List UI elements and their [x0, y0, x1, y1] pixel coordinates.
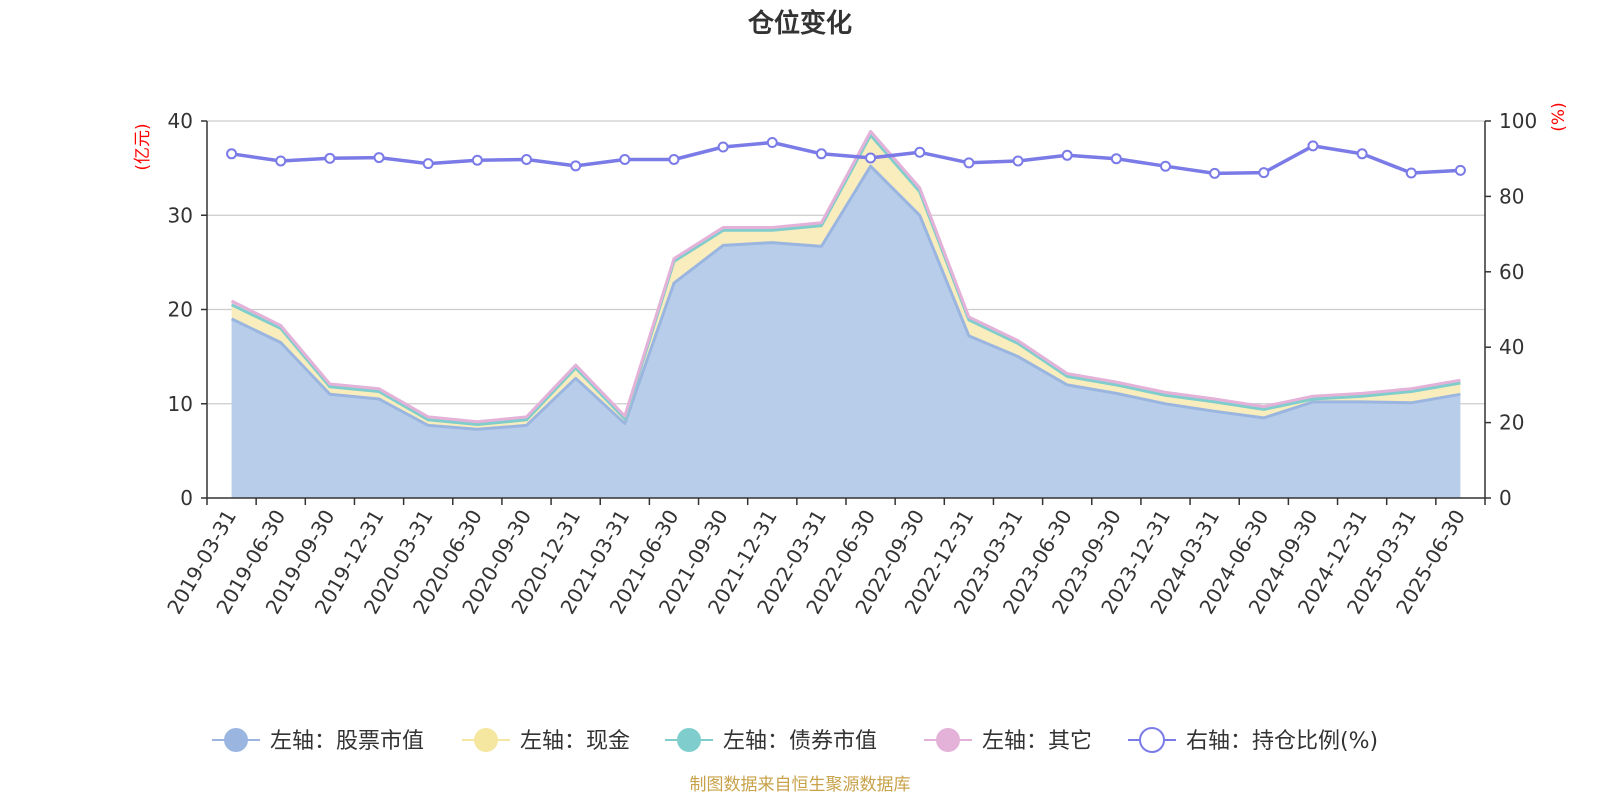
chart-title: 仓位变化: [747, 8, 852, 39]
right-tick-label: 0: [1499, 486, 1512, 510]
ratio-point: [1258, 167, 1270, 179]
ratio-point: [1061, 149, 1073, 161]
legend-marker-dot: [224, 728, 248, 752]
ratio-point: [275, 155, 287, 167]
ratio-point: [766, 136, 778, 148]
legend-label: 左轴：其它: [982, 729, 1092, 754]
ratio-point: [521, 153, 532, 165]
right-tick-label: 80: [1499, 184, 1524, 208]
area-edge-左轴：其它: [230, 129, 1461, 424]
legend-marker-dot: [936, 728, 960, 752]
ratio-point: [471, 154, 483, 166]
right-tick-label: 40: [1499, 335, 1524, 359]
right-axis-name: (%): [1549, 102, 1569, 131]
ratio-point: [422, 158, 434, 170]
ratio-point: [373, 152, 385, 164]
left-tick-label: 40: [168, 109, 193, 133]
ratio-point: [1454, 164, 1466, 176]
area-edge-左轴：债券市值: [230, 133, 1461, 426]
ratio-point: [570, 160, 582, 172]
stacked-areas: [230, 129, 1461, 498]
legend-label: 左轴：债券市值: [723, 729, 877, 754]
ratio-point: [1012, 155, 1024, 167]
area-edge-左轴：股票市值: [230, 164, 1461, 431]
ratio-point: [668, 153, 680, 165]
ratio-line-path: [231, 140, 1461, 176]
legend-marker-circle: [1139, 727, 1165, 753]
ratio-point: [963, 157, 975, 169]
left-tick-label: 0: [180, 486, 193, 510]
ratio-point: [1405, 167, 1417, 179]
right-tick-label: 20: [1499, 411, 1524, 435]
ratio-point: [324, 152, 336, 164]
ratio-point: [1307, 140, 1319, 152]
ratio-line: [226, 136, 1466, 179]
left-tick-label: 20: [168, 298, 193, 322]
ratio-point: [619, 153, 631, 165]
ratio-point: [1160, 160, 1171, 172]
ratio-point: [226, 148, 238, 160]
left-tick-label: 30: [168, 203, 193, 227]
ratio-point: [1356, 148, 1368, 160]
right-tick-label: 60: [1499, 260, 1524, 284]
right-tick-label: 100: [1499, 109, 1537, 133]
legend-label: 左轴：现金: [520, 729, 630, 754]
source-note: 制图数据来自恒生聚源数据库: [690, 775, 911, 795]
ratio-point: [1110, 153, 1122, 165]
legend-label: 左轴：股票市值: [270, 729, 424, 754]
ratio-point: [914, 146, 926, 158]
left-tick-label: 10: [168, 392, 193, 416]
legend-marker-dot: [677, 728, 701, 752]
left-axis-name: (亿元): [133, 123, 153, 170]
area-左轴：现金: [231, 135, 1461, 430]
area-左轴：股票市值: [231, 166, 1461, 498]
legend-marker-dot: [474, 728, 498, 752]
ratio-point: [1209, 167, 1221, 179]
ratio-point: [865, 152, 877, 164]
legend: 左轴：股票市值 左轴：现金 左轴：债券市值 左轴：其它 右轴：持仓比例(%): [212, 727, 1378, 754]
legend-label: 右轴：持仓比例(%): [1186, 729, 1378, 754]
ratio-point: [815, 148, 827, 160]
ratio-point: [717, 141, 729, 153]
